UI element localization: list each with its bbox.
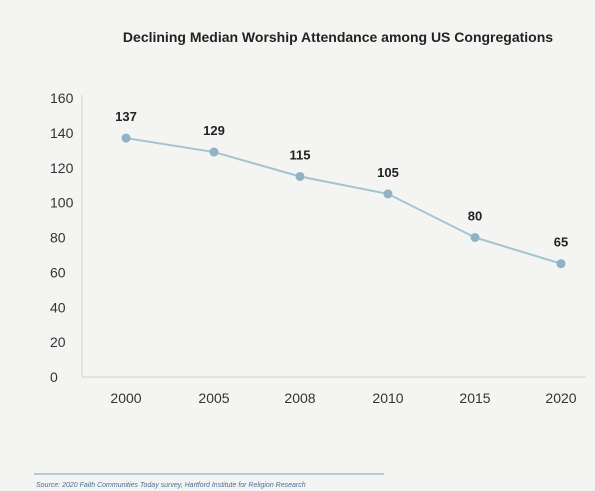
x-tick-label: 2010 xyxy=(372,390,403,406)
data-labels: 137 129 115 105 80 65 xyxy=(115,109,568,250)
x-tick-label: 2008 xyxy=(284,390,315,406)
data-points xyxy=(121,133,566,269)
data-label: 65 xyxy=(554,235,568,250)
data-point xyxy=(383,189,393,199)
y-tick-label: 120 xyxy=(50,160,74,176)
data-point xyxy=(470,233,480,242)
x-tick-label: 2005 xyxy=(198,390,229,406)
x-tick-label: 2020 xyxy=(545,390,576,406)
y-tick-labels: 0 20 40 60 80 100 120 140 160 xyxy=(50,90,74,385)
data-label: 105 xyxy=(377,165,399,180)
data-label: 80 xyxy=(468,209,482,224)
data-label: 115 xyxy=(290,147,311,162)
x-tick-label: 2015 xyxy=(459,390,490,406)
data-point xyxy=(121,133,131,143)
y-tick-label: 100 xyxy=(50,195,74,211)
y-tick-label: 0 xyxy=(50,369,58,385)
y-tick-label: 40 xyxy=(50,299,66,315)
data-point xyxy=(295,171,305,181)
data-label: 137 xyxy=(115,109,137,124)
x-tick-label: 2000 xyxy=(110,390,141,406)
data-point xyxy=(556,259,566,269)
source-note: Source: 2020 Faith Communities Today sur… xyxy=(36,482,306,489)
y-tick-label: 20 xyxy=(50,334,66,350)
chart-title: Declining Median Worship Attendance amon… xyxy=(123,29,553,45)
data-label: 129 xyxy=(203,123,225,138)
series-line xyxy=(125,137,562,265)
y-tick-label: 160 xyxy=(50,90,74,106)
y-tick-label: 140 xyxy=(50,125,74,141)
y-tick-label: 80 xyxy=(50,230,66,246)
data-point xyxy=(209,147,219,157)
x-tick-labels: 2000 2005 2008 2010 2015 2020 xyxy=(110,390,576,406)
y-tick-label: 60 xyxy=(50,264,66,280)
